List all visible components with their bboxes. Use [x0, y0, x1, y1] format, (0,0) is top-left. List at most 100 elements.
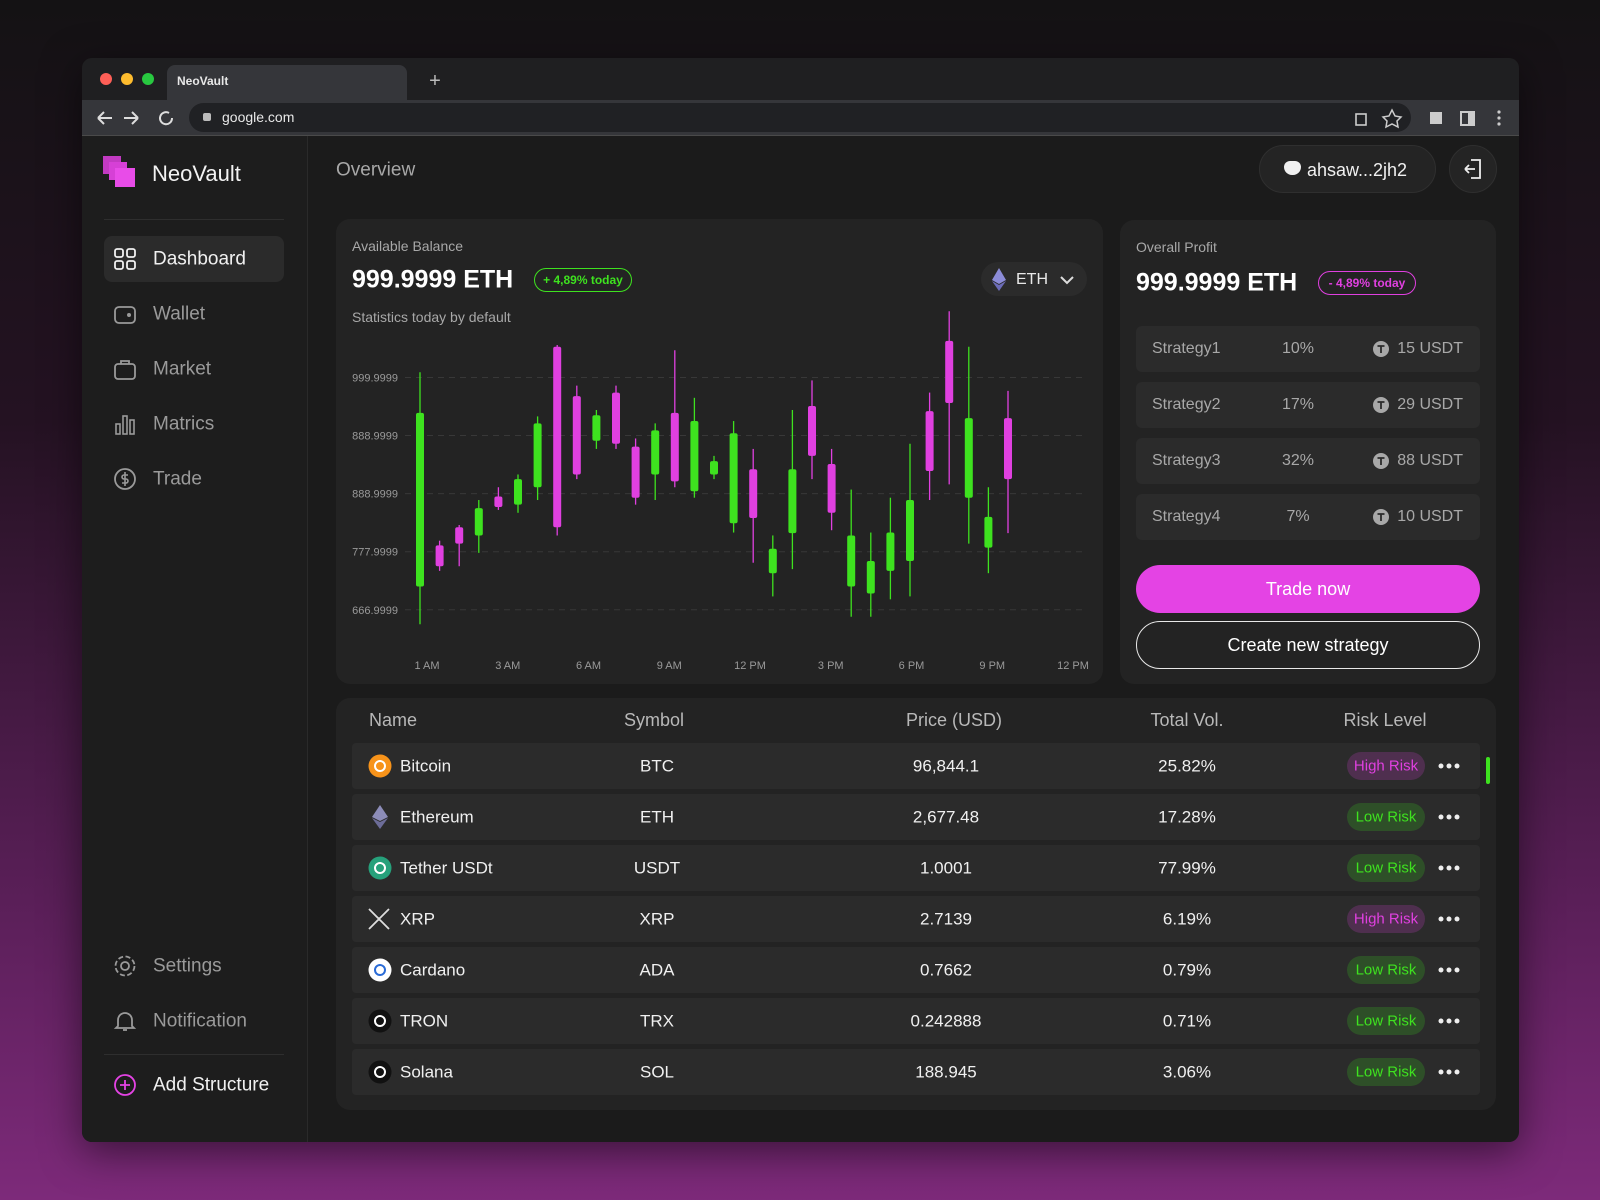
strategy-name: Strategy3: [1152, 452, 1221, 469]
create-strategy-button[interactable]: [1136, 621, 1480, 669]
strategy-amount: 29 USDT: [1397, 396, 1463, 413]
minimize-dot[interactable]: [121, 73, 133, 85]
coin-volume: 25.82%: [1158, 756, 1216, 776]
coin-symbol: ETH: [640, 807, 674, 827]
x-tick-label: 3 AM: [495, 660, 520, 672]
divider: [104, 219, 284, 220]
coin-volume: 0.79%: [1162, 960, 1212, 980]
nav-item[interactable]: Trade: [153, 468, 202, 490]
nav-item[interactable]: Dashboard: [153, 248, 246, 270]
tab[interactable]: [167, 65, 407, 101]
usdt-icon: [1373, 397, 1389, 413]
column-header: Risk Level: [1343, 710, 1427, 730]
coin-volume: 77.99%: [1158, 858, 1216, 878]
table-row: [352, 845, 1480, 891]
x-tick-label: 6 PM: [899, 660, 925, 672]
strategy-row[interactable]: [1136, 326, 1480, 372]
profit-amount: 999.9999 ETH: [1136, 268, 1298, 297]
risk-level: High Risk: [1353, 910, 1419, 928]
candle-body: [768, 548, 777, 574]
nav-icon: [114, 955, 136, 977]
toolbar-icons[interactable]: [1350, 106, 1510, 130]
more-button[interactable]: [1438, 864, 1460, 872]
logo: [103, 156, 135, 187]
strategy-percent: 7%: [1286, 508, 1310, 525]
candlestick-chart: 999.9999 888.9999 888.9999 777.9999 666.9999…: [352, 311, 1089, 672]
strategy-amount: 10 USDT: [1397, 508, 1463, 525]
strategy-name: Strategy4: [1152, 508, 1221, 525]
coin-symbol: BTC: [640, 756, 674, 776]
add-structure[interactable]: Add Structure: [153, 1074, 270, 1096]
candle-body: [572, 396, 581, 475]
trade-button-label: Trade now: [1265, 579, 1351, 599]
strategy-row[interactable]: [1136, 438, 1480, 484]
coin-symbol: SOL: [639, 1062, 675, 1082]
coin-name: Bitcoin: [400, 756, 452, 776]
usdt-icon: [1373, 453, 1389, 469]
coin-icon: [368, 1009, 392, 1033]
candle-body: [827, 464, 836, 513]
candle-body: [886, 532, 895, 571]
nav-item[interactable]: Market: [153, 358, 212, 380]
nav-item[interactable]: Wallet: [153, 303, 206, 325]
nav-item[interactable]: Matrics: [153, 413, 215, 435]
add-icon: [114, 1074, 136, 1096]
coin-symbol: XRP: [639, 909, 675, 929]
y-tick-label: 777.9999: [352, 547, 398, 559]
more-button[interactable]: [1438, 813, 1460, 821]
candle-body: [494, 496, 503, 507]
coin-symbol: USDT: [633, 858, 681, 878]
nav-item[interactable]: Notification: [153, 1010, 247, 1032]
risk-pill: [1347, 1058, 1425, 1086]
more-button[interactable]: [1438, 966, 1460, 974]
coin-price: 1.0001: [920, 858, 972, 878]
more-button[interactable]: [1438, 915, 1460, 923]
url-bar[interactable]: [189, 103, 1411, 132]
coin-icon: [372, 805, 388, 829]
more-button[interactable]: [1438, 1068, 1460, 1076]
nav-icon: [114, 306, 136, 324]
coin-price: 0.242888: [910, 1011, 982, 1031]
nav-buttons[interactable]: [92, 106, 182, 130]
trade-button[interactable]: [1136, 565, 1480, 613]
nav-icon: [115, 415, 135, 435]
x-tick-label: 9 PM: [979, 660, 1005, 672]
candle-body: [533, 423, 542, 488]
candle-body: [416, 412, 424, 587]
maximize-dot[interactable]: [142, 73, 154, 85]
strategy-name: Strategy2: [1152, 396, 1221, 413]
strategy-row[interactable]: [1136, 382, 1480, 428]
sidebar: [82, 136, 308, 1142]
risk-level: Low Risk: [1355, 859, 1417, 877]
table-row: [352, 896, 1480, 942]
new-tab[interactable]: +: [429, 70, 441, 92]
candle-body: [729, 433, 738, 524]
table-row: [352, 1049, 1480, 1095]
usdt-icon: [1373, 341, 1389, 357]
logout-icon: [1464, 159, 1481, 179]
profit-change: - 4,89% today: [1328, 276, 1406, 290]
scrollbar[interactable]: [1486, 757, 1490, 784]
x-tick-label: 3 PM: [818, 660, 844, 672]
risk-level: Low Risk: [1355, 1012, 1417, 1030]
x-tick-label: 1 AM: [414, 660, 439, 672]
candle-body: [435, 545, 444, 567]
coin-price: 188.945: [915, 1062, 977, 1082]
strategy-row[interactable]: [1136, 494, 1480, 540]
candle-body: [612, 392, 620, 444]
more-button[interactable]: [1438, 762, 1460, 770]
coin-icon: [368, 754, 392, 778]
close-dot[interactable]: [100, 73, 112, 85]
coin-volume: 0.71%: [1162, 1011, 1212, 1031]
candle-body: [631, 446, 640, 498]
more-button[interactable]: [1438, 1017, 1460, 1025]
user-name: ahsaw...2jh2: [1307, 160, 1408, 180]
x-tick-label: 12 PM: [734, 660, 766, 672]
nav-item[interactable]: Settings: [153, 955, 222, 977]
table-row: [352, 794, 1480, 840]
chart-subtitle: Statistics today by default: [352, 309, 511, 325]
risk-pill: [1347, 956, 1425, 984]
coin-icon: [368, 958, 392, 982]
candle-body: [945, 340, 954, 404]
candle-body: [514, 479, 522, 505]
